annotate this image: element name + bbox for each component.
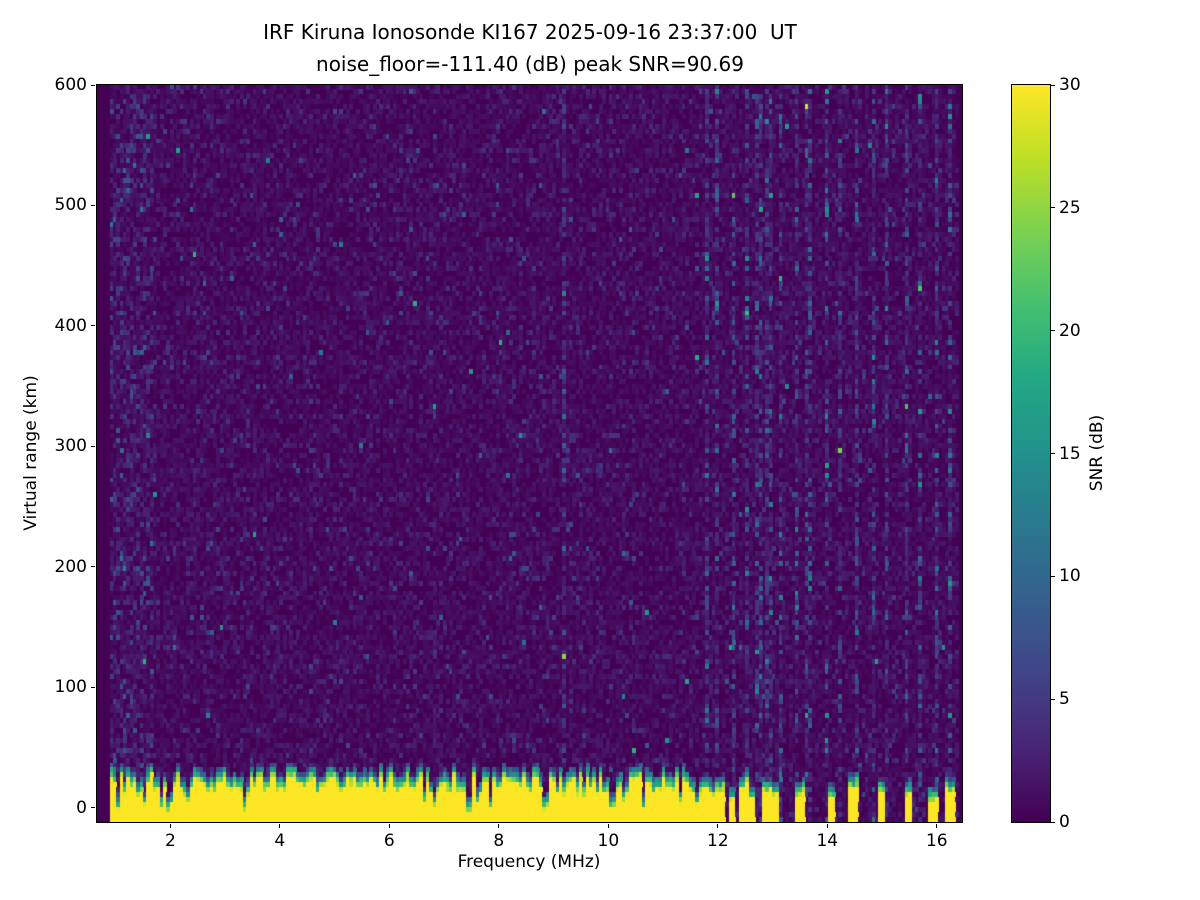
x-tick-mark xyxy=(936,824,938,828)
x-tick-mark xyxy=(169,824,171,828)
colorbar-tick-label: 0 xyxy=(1059,812,1070,832)
colorbar-tick-mark xyxy=(1051,84,1055,86)
x-tick-mark xyxy=(826,824,828,828)
colorbar-label: SNR (dB) xyxy=(1087,414,1107,492)
colorbar-tick-label: 30 xyxy=(1059,75,1081,95)
x-tick-label: 14 xyxy=(816,831,839,851)
x-tick-label: 16 xyxy=(925,831,948,851)
y-tick-mark xyxy=(91,807,95,809)
x-tick-label: 10 xyxy=(597,831,620,851)
colorbar-tick-mark xyxy=(1051,698,1055,700)
y-tick-label: 0 xyxy=(76,797,87,818)
colorbar-tick-mark xyxy=(1051,821,1055,823)
y-tick-mark xyxy=(91,84,95,86)
x-tick-mark xyxy=(279,824,281,828)
colorbar-tick-label: 15 xyxy=(1059,443,1081,464)
chart-title-line2: noise_floor=-111.40 (dB) peak SNR=90.69 xyxy=(316,52,744,76)
colorbar-frame xyxy=(1011,84,1051,823)
x-tick-mark xyxy=(717,824,719,828)
colorbar-tick-mark xyxy=(1051,575,1055,577)
x-tick-label: 8 xyxy=(493,831,505,851)
chart-title: IRF Kiruna Ionosonde KI167 2025-09-16 23… xyxy=(97,16,963,80)
colorbar-tick-label: 5 xyxy=(1059,689,1070,710)
colorbar-tick-label: 10 xyxy=(1059,566,1081,587)
plot-frame xyxy=(96,84,963,823)
y-tick-mark xyxy=(91,445,95,447)
y-tick-mark xyxy=(91,325,95,327)
x-axis-label: Frequency (MHz) xyxy=(457,852,601,872)
x-tick-label: 2 xyxy=(164,831,176,851)
colorbar-tick-mark xyxy=(1051,207,1055,209)
y-tick-label: 100 xyxy=(54,677,87,698)
chart-title-line1: IRF Kiruna Ionosonde KI167 2025-09-16 23… xyxy=(263,20,797,44)
y-tick-label: 300 xyxy=(54,436,87,457)
x-tick-label: 6 xyxy=(383,831,395,851)
colorbar-tick-label: 20 xyxy=(1059,320,1081,341)
x-tick-label: 12 xyxy=(707,831,729,851)
x-tick-mark xyxy=(388,824,390,828)
colorbar-tick-mark xyxy=(1051,330,1055,332)
y-tick-label: 200 xyxy=(54,556,87,577)
x-tick-mark xyxy=(498,824,500,828)
y-tick-label: 500 xyxy=(54,195,87,216)
colorbar-tick-label: 25 xyxy=(1059,197,1081,218)
colorbar-gradient xyxy=(1012,85,1050,822)
y-tick-mark xyxy=(91,686,95,688)
colorbar-tick-mark xyxy=(1051,453,1055,454)
y-tick-mark xyxy=(91,566,95,568)
x-tick-label: 4 xyxy=(274,831,286,851)
y-tick-label: 400 xyxy=(54,315,87,336)
y-tick-label: 600 xyxy=(54,75,87,95)
x-tick-mark xyxy=(607,824,609,828)
ionogram-heatmap-canvas xyxy=(97,85,962,822)
y-tick-mark xyxy=(91,204,95,206)
